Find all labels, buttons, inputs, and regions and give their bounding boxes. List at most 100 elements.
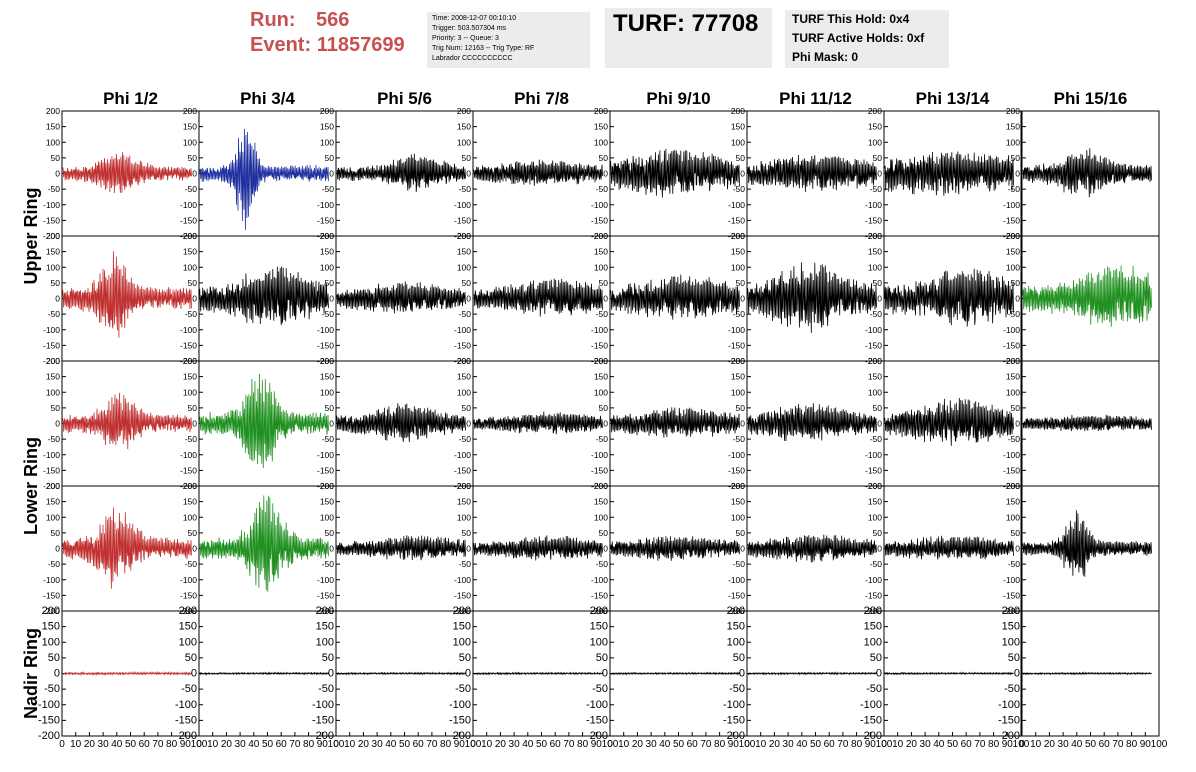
y-tick-label: 150 [864, 621, 882, 633]
x-tick-label: 10 [618, 739, 630, 750]
y-tick-label: -150 [860, 714, 882, 726]
x-tick-label: 10 [481, 739, 493, 750]
y-tick-label: 150 [590, 621, 608, 633]
waveform-trace [1022, 265, 1152, 327]
waveform-trace [884, 397, 1014, 446]
y-tick-label: 0 [1015, 169, 1020, 179]
y-tick-label: 50 [325, 278, 335, 288]
column-header: Phi 1/2 [103, 89, 158, 108]
y-tick-label: 0 [329, 294, 334, 304]
x-tick-label: 70 [563, 739, 575, 750]
y-tick-label: 0 [1015, 419, 1020, 429]
y-tick-label: 100 [183, 512, 197, 522]
y-tick-label: 50 [1011, 528, 1021, 538]
y-tick-label: 200 [183, 356, 197, 366]
y-tick-label: 100 [320, 137, 334, 147]
y-tick-label: -50 [455, 683, 471, 695]
column-header: Phi 7/8 [514, 89, 569, 108]
y-tick-label: 0 [329, 544, 334, 554]
y-tick-label: -150 [728, 340, 745, 350]
y-tick-label: 100 [868, 137, 882, 147]
y-tick-label: 100 [1006, 137, 1020, 147]
x-tick-label: 40 [1071, 739, 1083, 750]
y-tick-label: 50 [736, 528, 746, 538]
y-tick-label: 200 [1006, 231, 1020, 241]
y-tick-label: -150 [43, 465, 60, 475]
y-tick-label: -100 [865, 200, 882, 210]
y-tick-label: -50 [1008, 434, 1021, 444]
y-tick-label: 150 [179, 621, 197, 633]
info-labrador: Labrador CCCCCCCCCC [432, 55, 513, 62]
waveform-trace [1022, 148, 1152, 198]
y-tick-label: 150 [320, 497, 334, 507]
y-tick-label: 150 [457, 122, 471, 132]
y-tick-label: -100 [1003, 325, 1020, 335]
x-tick-label: 90 [591, 739, 603, 750]
y-tick-label: -150 [728, 590, 745, 600]
x-tick-label: 100 [739, 739, 756, 750]
waveform-trace [336, 281, 466, 314]
y-tick-label: 50 [599, 153, 609, 163]
y-tick-label: 150 [868, 122, 882, 132]
x-tick-label: 80 [714, 739, 726, 750]
x-tick-label: 100 [876, 739, 893, 750]
y-tick-label: 50 [325, 403, 335, 413]
y-tick-label: -100 [454, 325, 471, 335]
y-tick-label: 150 [1006, 497, 1020, 507]
y-tick-label: 200 [46, 106, 60, 116]
y-tick-label: -150 [865, 465, 882, 475]
y-tick-label: 50 [1011, 153, 1021, 163]
waveform-trace [473, 535, 603, 561]
y-tick-label: 0 [55, 419, 60, 429]
x-tick-label: 60 [276, 739, 288, 750]
y-tick-label: 100 [183, 262, 197, 272]
y-tick-label: 200 [320, 356, 334, 366]
y-tick-label: -50 [1008, 559, 1021, 569]
x-tick-label: 70 [289, 739, 301, 750]
y-tick-label: -150 [454, 465, 471, 475]
y-tick-label: -100 [454, 575, 471, 585]
y-tick-label: 50 [1011, 278, 1021, 288]
event-row: Event: 11857699 [250, 33, 420, 58]
x-tick-label: 80 [166, 739, 178, 750]
y-tick-label: 50 [185, 652, 197, 664]
y-tick-label: -100 [998, 699, 1020, 711]
y-tick-label: 200 [316, 605, 334, 617]
y-tick-label: 200 [1006, 106, 1020, 116]
x-tick-label: 70 [974, 739, 986, 750]
x-tick-label: 10 [755, 739, 767, 750]
waveform-trace [1022, 510, 1152, 577]
y-tick-label: -150 [1003, 465, 1020, 475]
y-tick-label: 200 [1006, 481, 1020, 491]
y-tick-label: 150 [183, 372, 197, 382]
x-tick-label: 20 [495, 739, 507, 750]
y-tick-label: -50 [866, 683, 882, 695]
x-tick-label: 30 [920, 739, 932, 750]
waveform-trace [610, 536, 740, 561]
column-header: Phi 11/12 [779, 89, 852, 108]
column-header: Phi 15/16 [1054, 89, 1128, 108]
waveform-trace [336, 403, 466, 443]
y-tick-label: -150 [38, 714, 60, 726]
y-tick-label: 0 [55, 544, 60, 554]
y-tick-label: 100 [731, 262, 745, 272]
y-tick-label: 50 [188, 278, 198, 288]
y-tick-label: -150 [180, 340, 197, 350]
y-tick-label: -150 [317, 590, 334, 600]
y-tick-label: -50 [459, 434, 472, 444]
y-tick-label: -100 [312, 699, 334, 711]
y-tick-label: 50 [733, 652, 745, 664]
y-tick-label: 100 [316, 636, 334, 648]
y-tick-label: 200 [731, 356, 745, 366]
y-tick-label: 200 [594, 106, 608, 116]
y-tick-label: 100 [453, 636, 471, 648]
y-tick-label: -100 [591, 575, 608, 585]
x-tick-label: 100 [602, 739, 619, 750]
y-tick-label: -200 [38, 730, 60, 742]
x-tick-label: 40 [248, 739, 260, 750]
y-tick-label: -50 [322, 434, 335, 444]
row-label: Nadir Ring [21, 628, 41, 719]
y-tick-label: 200 [457, 481, 471, 491]
y-tick-label: 0 [603, 169, 608, 179]
row-label: Lower Ring [21, 437, 41, 535]
